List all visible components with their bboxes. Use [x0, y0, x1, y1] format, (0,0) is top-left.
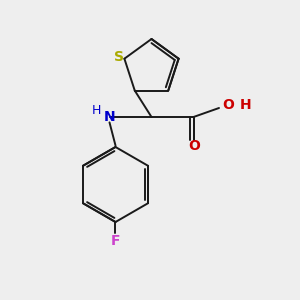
Text: O: O [188, 139, 200, 153]
Text: N: N [104, 110, 115, 124]
Text: H: H [239, 98, 251, 112]
Text: H: H [91, 104, 101, 117]
Text: S: S [114, 50, 124, 64]
Text: O: O [223, 98, 235, 112]
Text: F: F [111, 234, 120, 248]
